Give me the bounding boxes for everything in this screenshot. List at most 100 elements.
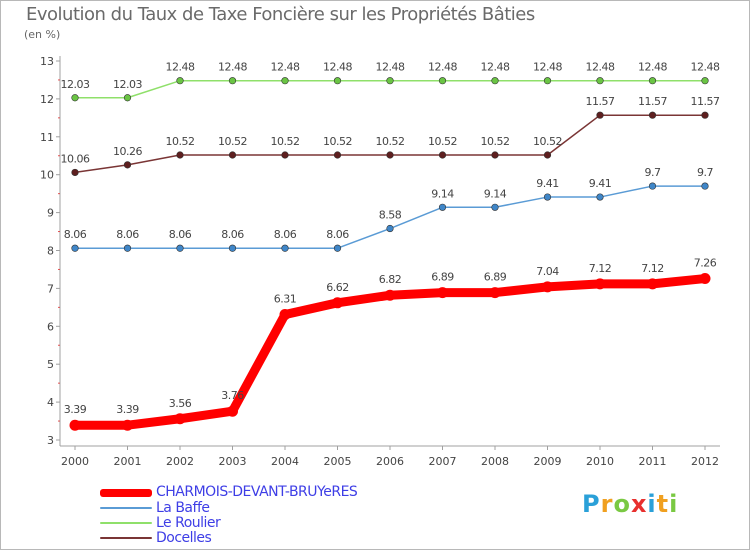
- y-tick-label: 3: [47, 434, 54, 447]
- data-label: 8.06: [64, 228, 87, 241]
- data-point: [71, 244, 79, 252]
- data-label: 7.26: [694, 257, 717, 270]
- series-la-baffe: 8.06 8.06 8.06 8.06 8.06 8.06 8.58 9.14 9.14 9.41…: [64, 166, 714, 252]
- data-label: 12.03: [113, 78, 142, 91]
- data-label: 12.48: [166, 61, 195, 74]
- data-label: 9.14: [484, 187, 507, 200]
- y-tick-label: 13: [40, 55, 54, 68]
- data-label: 9.41: [589, 177, 612, 190]
- data-point: [71, 168, 79, 177]
- data-point: [176, 151, 184, 159]
- proxiti-logo: Proxiti: [582, 490, 678, 518]
- data-label: 3.39: [64, 403, 87, 416]
- y-axis-unit-label: (en %): [24, 28, 61, 41]
- y-tick-label: 5: [47, 358, 54, 371]
- data-label: 12.48: [323, 61, 352, 74]
- x-tick-label: 2005: [324, 455, 352, 468]
- data-label: 6.62: [326, 281, 349, 294]
- legend-swatch-docelles: [100, 537, 152, 539]
- data-point: [491, 77, 499, 85]
- x-tick-label: 2002: [166, 455, 194, 468]
- logo-letter: t: [656, 490, 670, 518]
- y-tick-label: 9: [47, 207, 54, 220]
- series-docelles: 10.06 10.26 10.52 10.52 10.52 10.52 10.52 10.52…: [61, 95, 720, 177]
- data-point: [648, 182, 657, 190]
- data-point: [69, 419, 81, 431]
- data-label: 8.06: [326, 228, 349, 241]
- data-point: [543, 77, 552, 85]
- data-point: [176, 244, 184, 252]
- y-tick-label: 4: [47, 396, 54, 409]
- data-point: [596, 77, 604, 85]
- data-label: 9.7: [697, 166, 713, 179]
- chart-title: Evolution du Taux de Taxe Foncière sur l…: [26, 4, 535, 25]
- data-label: 12.48: [218, 61, 247, 74]
- data-label: 10.52: [428, 135, 457, 148]
- data-label: 8.06: [274, 228, 297, 241]
- x-tick-label: 2006: [376, 455, 404, 468]
- data-label: 3.39: [116, 403, 139, 416]
- data-point: [332, 297, 343, 309]
- data-point: [489, 287, 501, 299]
- y-tick-label: 8: [47, 245, 54, 258]
- data-point: [543, 193, 552, 201]
- data-point: [386, 224, 394, 233]
- data-point: [281, 77, 289, 85]
- data-point: [491, 203, 499, 211]
- data-point: [281, 151, 289, 159]
- legend-label-la-baffe: La Baffe: [156, 500, 210, 516]
- data-label: 11.57: [586, 95, 615, 108]
- y-tick-label: 7: [47, 282, 54, 295]
- logo-letter: r: [600, 490, 614, 518]
- x-tick-label: 2003: [219, 455, 247, 468]
- data-label: 12.48: [376, 61, 405, 74]
- y-tick-label: 12: [40, 93, 54, 106]
- series-charmois-devant-bruyeres: 3.39 3.39 3.56 3.76 6.31 6.62 6.82 6.89 6.89 7.04…: [64, 257, 717, 431]
- data-label: 12.48: [691, 61, 720, 74]
- x-tick-label: 2007: [429, 455, 457, 468]
- data-point: [699, 273, 711, 285]
- data-point: [384, 289, 396, 301]
- data-label: 12.48: [428, 61, 457, 74]
- data-label: 6.82: [379, 273, 402, 286]
- data-point: [386, 77, 394, 85]
- data-point: [701, 111, 709, 119]
- data-label: 8.06: [221, 228, 244, 241]
- data-point: [279, 309, 291, 321]
- data-point: [438, 151, 447, 159]
- logo-letter: x: [630, 490, 648, 518]
- data-label: 8.06: [169, 228, 192, 241]
- y-tick-label: 6: [47, 320, 54, 333]
- data-point: [437, 287, 448, 299]
- data-label: 7.04: [536, 265, 559, 278]
- data-label: 10.52: [166, 135, 195, 148]
- data-label: 7.12: [589, 262, 612, 275]
- data-point: [71, 94, 79, 102]
- x-tick-label: 2011: [639, 455, 667, 468]
- data-label: 11.57: [691, 95, 720, 108]
- legend-label-charmois: CHARMOIS-DEVANT-BRUYeRES: [156, 484, 358, 500]
- data-label: 8.06: [116, 228, 139, 241]
- data-label: 9.14: [431, 187, 454, 200]
- logo-letter: i: [669, 490, 679, 518]
- legend-swatch-le-roulier: [100, 522, 152, 524]
- data-point: [438, 77, 447, 85]
- data-point: [281, 244, 289, 252]
- data-label: 10.06: [61, 152, 90, 165]
- data-point: [596, 193, 604, 201]
- data-point: [122, 419, 133, 431]
- data-label: 12.48: [481, 61, 510, 74]
- logo-letter: i: [647, 490, 657, 518]
- data-label: 12.48: [271, 61, 300, 74]
- data-point: [647, 278, 658, 290]
- data-point: [491, 151, 499, 159]
- data-point: [701, 182, 709, 190]
- y-tick-label: 10: [40, 169, 54, 182]
- data-point: [333, 77, 342, 85]
- data-label: 12.48: [638, 61, 667, 74]
- x-tick-label: 2000: [61, 455, 89, 468]
- data-point: [596, 111, 604, 119]
- data-point: [123, 161, 132, 169]
- data-label: 8.58: [379, 209, 402, 222]
- y-tick-label: 11: [40, 131, 54, 144]
